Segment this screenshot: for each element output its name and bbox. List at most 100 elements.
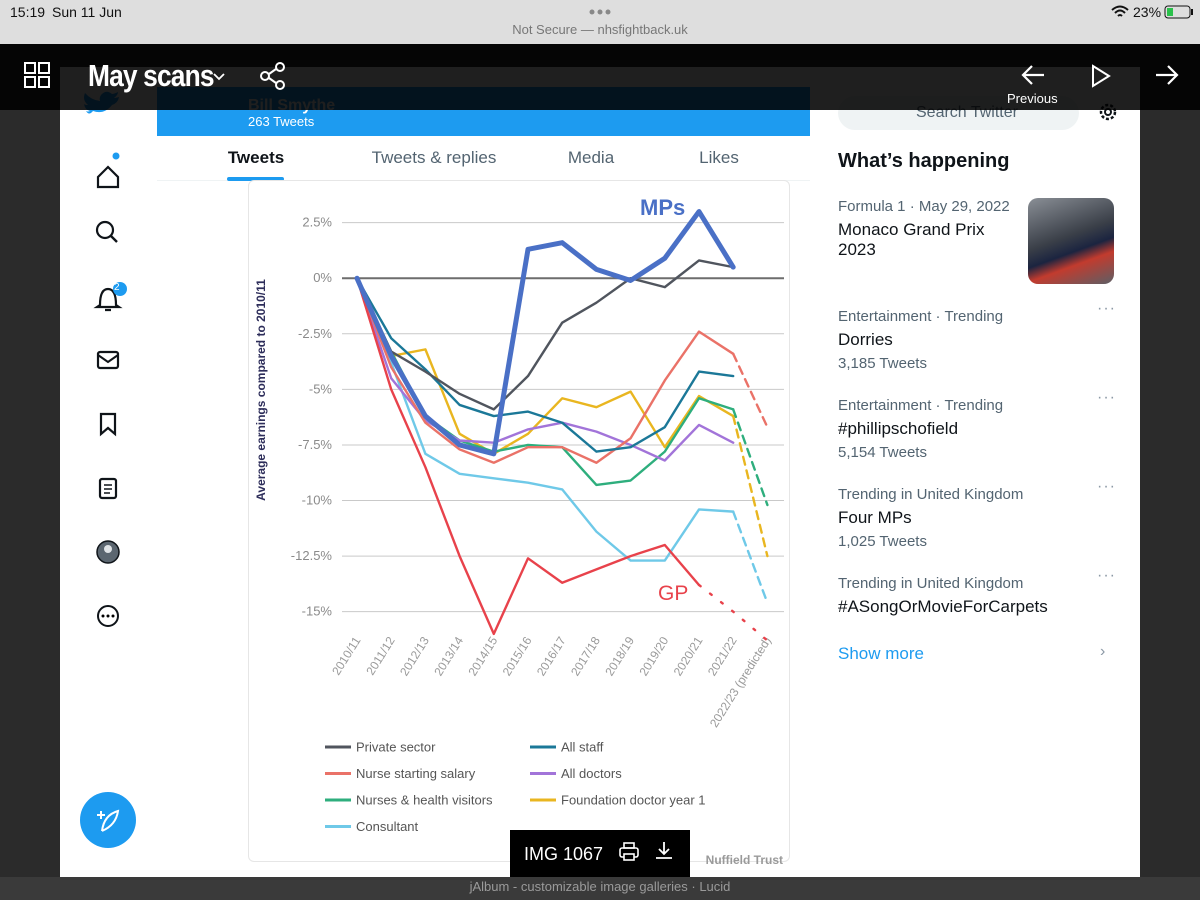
image-name: IMG 1067 bbox=[524, 844, 604, 864]
bookmark-icon[interactable] bbox=[99, 412, 117, 437]
line bbox=[355, 277, 735, 456]
print-icon[interactable] bbox=[618, 842, 640, 862]
line bbox=[355, 277, 701, 636]
trend-meta: Trending in United Kingdom bbox=[838, 486, 1024, 503]
trend-item[interactable]: Trending in United Kingdom Four MPs 1,025 … bbox=[838, 486, 1098, 550]
show-more[interactable]: Show more bbox=[838, 644, 924, 663]
trend-meta: Entertainment · Trending bbox=[838, 397, 1004, 414]
legend-label: Nurses & health visitors bbox=[356, 793, 493, 808]
mail-icon[interactable] bbox=[96, 350, 120, 370]
line-forecast bbox=[732, 408, 769, 507]
trend-title: Four MPs bbox=[838, 508, 912, 527]
trend-meta: Entertainment · Trending bbox=[838, 308, 1004, 325]
trend-count: 5,154 Tweets bbox=[838, 444, 927, 461]
x-tick-label: 2016/17 bbox=[534, 634, 569, 678]
line-forecast bbox=[732, 510, 769, 604]
sidebar-heading: What’s happening bbox=[838, 150, 1010, 172]
trend-item[interactable]: Entertainment · Trending Dorries 3,185 Twe… bbox=[838, 308, 1098, 372]
legend-label: Consultant bbox=[356, 819, 419, 834]
address[interactable]: Not Secure — nhsfightback.uk bbox=[512, 22, 688, 37]
legend-label: Foundation doctor year 1 bbox=[561, 793, 706, 808]
y-tick-label: 2.5% bbox=[302, 215, 332, 230]
line bbox=[355, 277, 735, 562]
x-tick-label: 2017/18 bbox=[568, 634, 603, 678]
line-forecast bbox=[732, 352, 769, 429]
badge bbox=[113, 282, 127, 296]
y-tick-label: -7.5% bbox=[298, 437, 332, 452]
tab[interactable]: Media bbox=[567, 148, 615, 167]
trend-title: Dorries bbox=[838, 330, 893, 349]
grid-icon[interactable] bbox=[24, 62, 50, 88]
y-tick-label: 0% bbox=[313, 270, 332, 285]
y-tick-label: -5% bbox=[309, 381, 333, 396]
trend-item[interactable]: Trending in United Kingdom #ASongOrMovieF… bbox=[838, 575, 1098, 617]
trend-count: 3,185 Tweets bbox=[838, 355, 927, 372]
tab[interactable]: Tweets bbox=[227, 148, 285, 167]
tab[interactable]: Likes bbox=[699, 148, 739, 167]
battery-icon bbox=[1164, 5, 1193, 19]
trend-title: Monaco Grand Prix 2023 bbox=[838, 220, 985, 259]
compose-button[interactable] bbox=[80, 792, 136, 848]
tab[interactable]: Tweets & replies bbox=[371, 148, 497, 167]
tab-indicator bbox=[227, 177, 284, 181]
x-tick-label: 2014/15 bbox=[465, 634, 500, 678]
chevron: › bbox=[1100, 643, 1106, 660]
trend-menu[interactable]: ··· bbox=[1097, 567, 1116, 584]
search-icon[interactable] bbox=[95, 220, 115, 240]
viewer-bar: May scans Previous bbox=[0, 44, 1200, 110]
line bbox=[354, 209, 736, 457]
chart-source: Nuffield Trust bbox=[706, 853, 783, 867]
trend-count: 1,025 Tweets bbox=[838, 533, 927, 550]
trend-menu[interactable]: ··· bbox=[1097, 478, 1116, 495]
x-tick-label: 2020/21 bbox=[671, 634, 706, 678]
legend-label: Nurse starting salary bbox=[356, 766, 476, 781]
prev-arrow[interactable] bbox=[1020, 64, 1046, 86]
more-icon[interactable] bbox=[97, 605, 119, 627]
download-icon[interactable] bbox=[654, 840, 674, 862]
x-tick-label: 2022/23 (predicted) bbox=[707, 634, 774, 730]
wifi-icon bbox=[1111, 5, 1129, 17]
previous-label[interactable]: Previous bbox=[1007, 91, 1058, 106]
home-dot bbox=[112, 152, 120, 160]
play-icon[interactable] bbox=[1090, 64, 1112, 88]
trend-meta: Trending in United Kingdom bbox=[838, 575, 1024, 592]
x-tick-label: 2010/11 bbox=[329, 634, 364, 678]
line bbox=[355, 259, 735, 411]
y-axis-title: Average earnings compared to 2010/11 bbox=[254, 279, 268, 501]
series-annotation: GP bbox=[658, 582, 688, 605]
y-tick-label: -15% bbox=[302, 604, 333, 619]
trend-meta: Formula 1 · May 29, 2022 bbox=[838, 198, 1010, 215]
x-tick-label: 2018/19 bbox=[602, 634, 637, 678]
image-caption: IMG 1067 bbox=[510, 830, 690, 877]
legend-label: All doctors bbox=[561, 766, 622, 781]
x-tick-label: 2021/22 bbox=[705, 634, 740, 678]
trend-item[interactable]: Entertainment · Trending #phillipschofiel… bbox=[838, 397, 1098, 461]
trend-title: #phillipschofield bbox=[838, 419, 959, 438]
lists-icon[interactable] bbox=[98, 477, 118, 500]
trend-menu[interactable]: ··· bbox=[1097, 300, 1116, 317]
line bbox=[355, 277, 735, 464]
bell-icon[interactable] bbox=[93, 287, 123, 312]
line-forecast bbox=[732, 414, 769, 558]
chevron-down[interactable] bbox=[212, 72, 226, 82]
next-arrow[interactable] bbox=[1154, 64, 1180, 86]
x-tick-label: 2013/14 bbox=[431, 634, 466, 678]
battery: 23% bbox=[1133, 4, 1162, 20]
line bbox=[355, 277, 735, 453]
badge-count: 2 bbox=[114, 282, 120, 293]
footer: jAlbum - customizable image galleries · … bbox=[0, 877, 1200, 900]
trend-item[interactable]: Formula 1 · May 29, 2022 Monaco Grand Pri… bbox=[838, 198, 1013, 260]
share-icon[interactable] bbox=[260, 62, 286, 90]
dots bbox=[589, 9, 611, 15]
status-bar: 15:19 Sun 11 Jun Not Secure — nhsfightba… bbox=[0, 0, 1200, 44]
x-tick-label: 2012/13 bbox=[397, 634, 432, 678]
trend-menu[interactable]: ··· bbox=[1097, 389, 1116, 406]
home-icon[interactable] bbox=[96, 165, 120, 189]
album-title[interactable]: May scans bbox=[88, 58, 215, 93]
news-thumbnail[interactable] bbox=[1028, 198, 1114, 284]
trend-title: #ASongOrMovieForCarpets bbox=[838, 597, 1048, 616]
y-tick-label: -12.5% bbox=[291, 548, 333, 563]
y-tick-label: -10% bbox=[302, 493, 333, 508]
